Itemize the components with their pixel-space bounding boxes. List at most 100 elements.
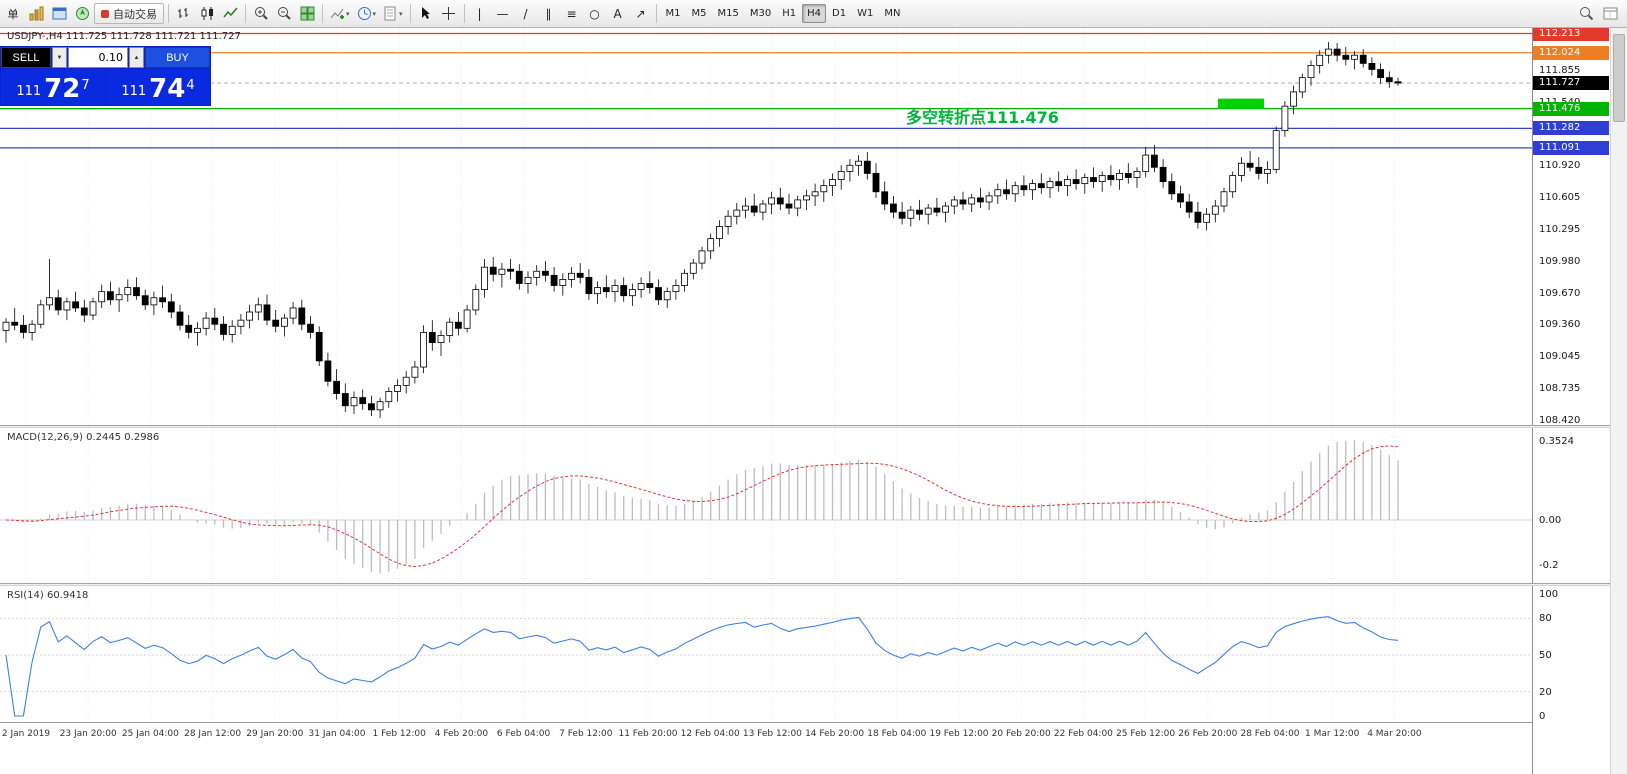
macd-panel[interactable]: MACD(12,26,9) 0.2445 0.2986 (0, 428, 1532, 583)
volume-input[interactable] (68, 47, 128, 68)
price-axis-tick: 110.295 (1539, 223, 1581, 235)
periods-button[interactable]: ▾ (354, 3, 380, 25)
time-axis-label: 23 Jan 20:00 (59, 729, 117, 739)
timeframe-button-m5[interactable]: M5 (691, 8, 707, 19)
timeframe-button-h1[interactable]: H1 (782, 8, 797, 19)
price-marker-111.727: 111.727 (1533, 76, 1609, 91)
charts-icon[interactable] (25, 3, 47, 25)
rsi-axis-tick: 0 (1539, 711, 1546, 722)
timeframe-button-d1[interactable]: D1 (832, 8, 847, 19)
horizontal-line-tool[interactable]: — (496, 6, 509, 21)
timeframe-group: M1 M5 M15 M30 H1 H4 D1 W1 MN (661, 4, 906, 23)
new-order-button[interactable]: 单 (7, 7, 19, 21)
time-axis-label: 1 Mar 12:00 (1305, 729, 1360, 739)
market-watch-icon (52, 7, 66, 20)
time-axis-label: 6 Feb 04:00 (496, 729, 551, 739)
line-chart-type-icon[interactable] (219, 3, 241, 25)
buy-price-display[interactable]: 111 74 4 (106, 69, 210, 105)
panel-splitter[interactable] (0, 583, 1610, 586)
chevron-up-icon: ▲ (133, 54, 140, 61)
zoom-out-icon (277, 7, 291, 20)
timeframe-button-w1[interactable]: W1 (857, 8, 874, 19)
time-axis[interactable]: 2 Jan 2019 23 Jan 20:00 25 Jan 04:00 28 Jan… (0, 722, 1610, 746)
turning-point-annotation[interactable]: 多空转折点111.476 (906, 108, 1059, 127)
toolbar-separator (655, 4, 657, 23)
time-axis-label: 31 Jan 04:00 (308, 729, 366, 739)
rsi-axis-tick: 100 (1539, 589, 1559, 600)
timeframe-button-m30[interactable]: M30 (749, 8, 772, 19)
price-marker-111.091: 111.091 (1533, 140, 1609, 155)
navigator-icon[interactable] (71, 3, 93, 25)
price-axis-tick: 109.360 (1539, 319, 1581, 331)
template-icon (384, 6, 396, 21)
channel-tool[interactable]: ∥ (545, 6, 552, 21)
sell-price-prefix: 111 (16, 84, 42, 99)
buy-button[interactable]: BUY (145, 47, 210, 68)
timeframe-button-m1[interactable]: M1 (665, 8, 681, 19)
time-axis-label: 14 Feb 20:00 (805, 729, 865, 739)
tile-windows-icon[interactable] (296, 3, 318, 25)
main-chart-panel[interactable]: USDJPY-,H4 111.725 111.728 111.721 111.7… (0, 28, 1532, 425)
time-axis-label: 2 Jan 2019 (1, 729, 51, 739)
rsi-label: RSI(14) 60.9418 (7, 590, 89, 601)
scrollbar-thumb[interactable] (1613, 34, 1625, 122)
vertical-scrollbar[interactable] (1610, 28, 1627, 774)
volume-up-button[interactable]: ▲ (129, 47, 144, 68)
search-icon[interactable] (1575, 3, 1597, 25)
indicators-button[interactable]: ▾ (327, 3, 353, 25)
volume-down-button[interactable]: ▼ (52, 47, 67, 68)
sell-price-pipette: 7 (81, 78, 90, 93)
fibonacci-tool[interactable]: ≡ (566, 6, 577, 21)
line-chart-type-icon (222, 7, 238, 18)
trade-panel-controls: SELL ▼ ▲ BUY (1, 47, 210, 68)
vertical-line-tool[interactable]: | (477, 6, 482, 21)
autotrading-button[interactable]: 自动交易 (94, 3, 164, 24)
chevron-down-icon: ▾ (399, 9, 403, 18)
buy-price-prefix: 111 (121, 84, 147, 99)
templates-button[interactable]: ▾ (380, 3, 406, 25)
timeframe-button-m15[interactable]: M15 (717, 8, 739, 19)
trendline-tool[interactable]: / (523, 6, 528, 21)
cursor-tool-button[interactable] (415, 3, 437, 25)
timeframe-button-mn[interactable]: MN (884, 8, 901, 19)
indicators-icon (330, 8, 344, 19)
price-axis[interactable]: 111.855111.540110.920110.605110.295109.9… (1532, 26, 1610, 774)
candlestick-type-icon[interactable] (196, 3, 218, 25)
clock-icon (357, 7, 371, 20)
time-axis-label: 25 Feb 12:00 (1116, 729, 1176, 739)
buy-price-big-digits: 74 (149, 74, 186, 104)
text-tool[interactable]: A (613, 6, 622, 21)
buy-price-pipette: 4 (186, 78, 195, 93)
sell-price-display[interactable]: 111 72 7 (1, 69, 105, 105)
chevron-down-icon: ▾ (346, 9, 350, 18)
data-window-icon[interactable] (1599, 3, 1621, 25)
price-axis-tick: 109.670 (1539, 287, 1581, 299)
symbol-ohlc-label: USDJPY-,H4 111.725 111.728 111.721 111.7… (7, 31, 241, 42)
price-axis-tick: 108.420 (1539, 415, 1581, 427)
macd-axis-tick: -0.2 (1539, 560, 1559, 571)
crosshair-tool-button[interactable] (438, 3, 460, 25)
time-axis-label: 7 Feb 12:00 (559, 729, 613, 739)
zoom-out-icon[interactable] (273, 3, 295, 25)
time-axis-label: 13 Feb 12:00 (742, 729, 802, 739)
time-axis-label: 25 Jan 04:00 (121, 729, 179, 739)
panel-splitter[interactable] (0, 425, 1610, 428)
search-icon (1579, 7, 1593, 21)
tile-windows-icon (300, 6, 314, 21)
rsi-panel[interactable]: RSI(14) 60.9418 (0, 586, 1532, 722)
market-watch-icon[interactable] (48, 3, 70, 25)
timeframe-button-h4[interactable]: H4 (802, 4, 827, 23)
trade-panel-prices: 111 72 7 111 74 4 (1, 69, 210, 105)
arrows-tool[interactable]: ↗ (635, 6, 646, 21)
rsi-canvas[interactable] (0, 586, 1532, 722)
time-axis-label: 18 Feb 04:00 (867, 729, 927, 739)
price-axis-tick: 110.605 (1539, 192, 1581, 204)
macd-canvas[interactable] (0, 428, 1532, 583)
bar-chart-type-icon[interactable] (173, 3, 195, 25)
price-chart-canvas[interactable] (0, 28, 1532, 425)
shapes-tool[interactable]: ○ (589, 6, 600, 21)
zoom-in-icon[interactable] (250, 3, 272, 25)
sell-button[interactable]: SELL (1, 47, 51, 68)
time-axis-label: 19 Feb 12:00 (929, 729, 989, 739)
